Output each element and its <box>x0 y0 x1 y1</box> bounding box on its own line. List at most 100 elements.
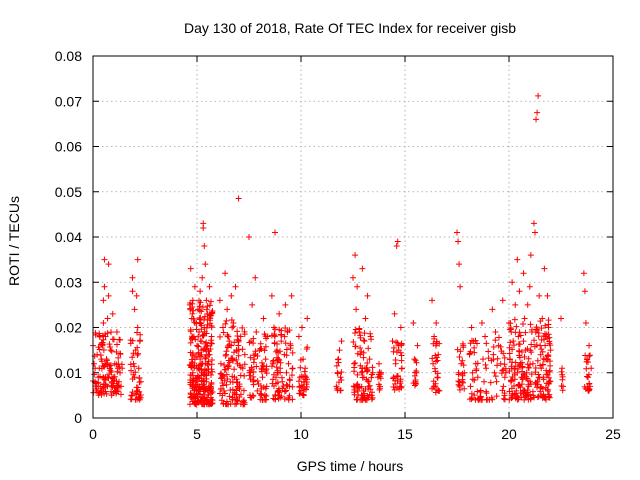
data-point <box>304 315 311 322</box>
data-point <box>336 347 343 354</box>
data-point <box>279 378 286 385</box>
y-tick-label: 0.01 <box>55 365 82 381</box>
data-point <box>540 391 547 398</box>
data-point <box>527 321 534 328</box>
data-point <box>197 299 204 306</box>
data-point <box>519 364 526 371</box>
data-point <box>287 342 294 349</box>
data-point <box>101 283 108 290</box>
data-point <box>284 329 291 336</box>
data-point <box>537 342 544 349</box>
data-point <box>196 374 203 381</box>
data-point <box>240 387 247 394</box>
data-point <box>488 394 495 401</box>
data-point <box>208 379 215 386</box>
data-point <box>509 390 516 397</box>
data-point <box>200 377 207 384</box>
data-point <box>357 334 364 341</box>
data-point <box>334 369 341 376</box>
data-point <box>227 378 234 385</box>
data-point <box>199 274 206 281</box>
data-point <box>281 351 288 358</box>
data-point <box>110 374 117 381</box>
data-point <box>133 387 140 394</box>
y-tick-label: 0.07 <box>55 93 82 109</box>
data-point <box>220 329 227 336</box>
data-point <box>258 365 265 372</box>
data-point <box>203 400 210 407</box>
data-point <box>391 386 398 393</box>
data-point <box>100 385 107 392</box>
data-point <box>113 348 120 355</box>
data-point <box>207 312 214 319</box>
data-point <box>191 283 198 290</box>
data-point <box>289 365 296 372</box>
data-point <box>200 331 207 338</box>
data-point <box>133 390 140 397</box>
data-point <box>538 325 545 332</box>
data-point <box>202 385 209 392</box>
data-point <box>253 363 260 370</box>
data-point <box>413 359 420 366</box>
data-point <box>369 394 376 401</box>
data-point <box>256 347 263 354</box>
data-point <box>104 383 111 390</box>
data-point <box>260 315 267 322</box>
data-point <box>530 220 537 227</box>
x-tick-label: 10 <box>293 426 309 442</box>
data-point <box>102 333 109 340</box>
data-point <box>206 351 213 358</box>
data-point <box>221 361 228 368</box>
data-point <box>536 374 543 381</box>
data-point <box>198 308 205 315</box>
data-point <box>198 366 205 373</box>
data-point <box>514 256 521 263</box>
data-point <box>497 360 504 367</box>
data-point <box>364 377 371 384</box>
data-point <box>544 292 551 299</box>
data-point <box>364 292 371 299</box>
data-point <box>104 315 111 322</box>
data-point <box>520 270 527 277</box>
data-point <box>333 383 340 390</box>
data-point <box>220 324 226 331</box>
data-point <box>107 347 114 354</box>
data-point <box>295 333 302 340</box>
data-point <box>226 338 233 345</box>
data-point <box>435 351 442 358</box>
data-point <box>368 392 375 399</box>
data-point <box>459 378 466 385</box>
data-point <box>492 373 499 380</box>
data-point <box>368 374 375 381</box>
data-point <box>201 324 208 331</box>
data-point <box>187 379 194 386</box>
data-point <box>281 333 288 340</box>
data-point <box>137 392 144 399</box>
data-point <box>298 387 304 394</box>
data-point <box>194 399 201 406</box>
data-point <box>545 317 552 324</box>
data-point <box>96 330 103 337</box>
data-point <box>261 331 268 338</box>
data-point <box>223 371 230 378</box>
data-point <box>531 337 538 344</box>
data-point <box>521 353 528 360</box>
data-point <box>115 354 122 361</box>
data-point <box>204 303 211 310</box>
data-point <box>461 369 468 376</box>
data-point <box>501 392 508 399</box>
data-point <box>558 315 564 322</box>
data-point <box>302 365 309 372</box>
data-point <box>98 389 105 396</box>
data-point <box>192 378 199 385</box>
data-point <box>204 321 211 328</box>
data-point <box>334 387 341 394</box>
data-point <box>95 379 102 386</box>
y-tick-label: 0.08 <box>55 48 82 64</box>
data-point <box>96 365 103 372</box>
data-point <box>208 322 215 329</box>
data-point <box>392 360 399 367</box>
data-point <box>187 339 194 346</box>
data-point <box>500 366 507 373</box>
